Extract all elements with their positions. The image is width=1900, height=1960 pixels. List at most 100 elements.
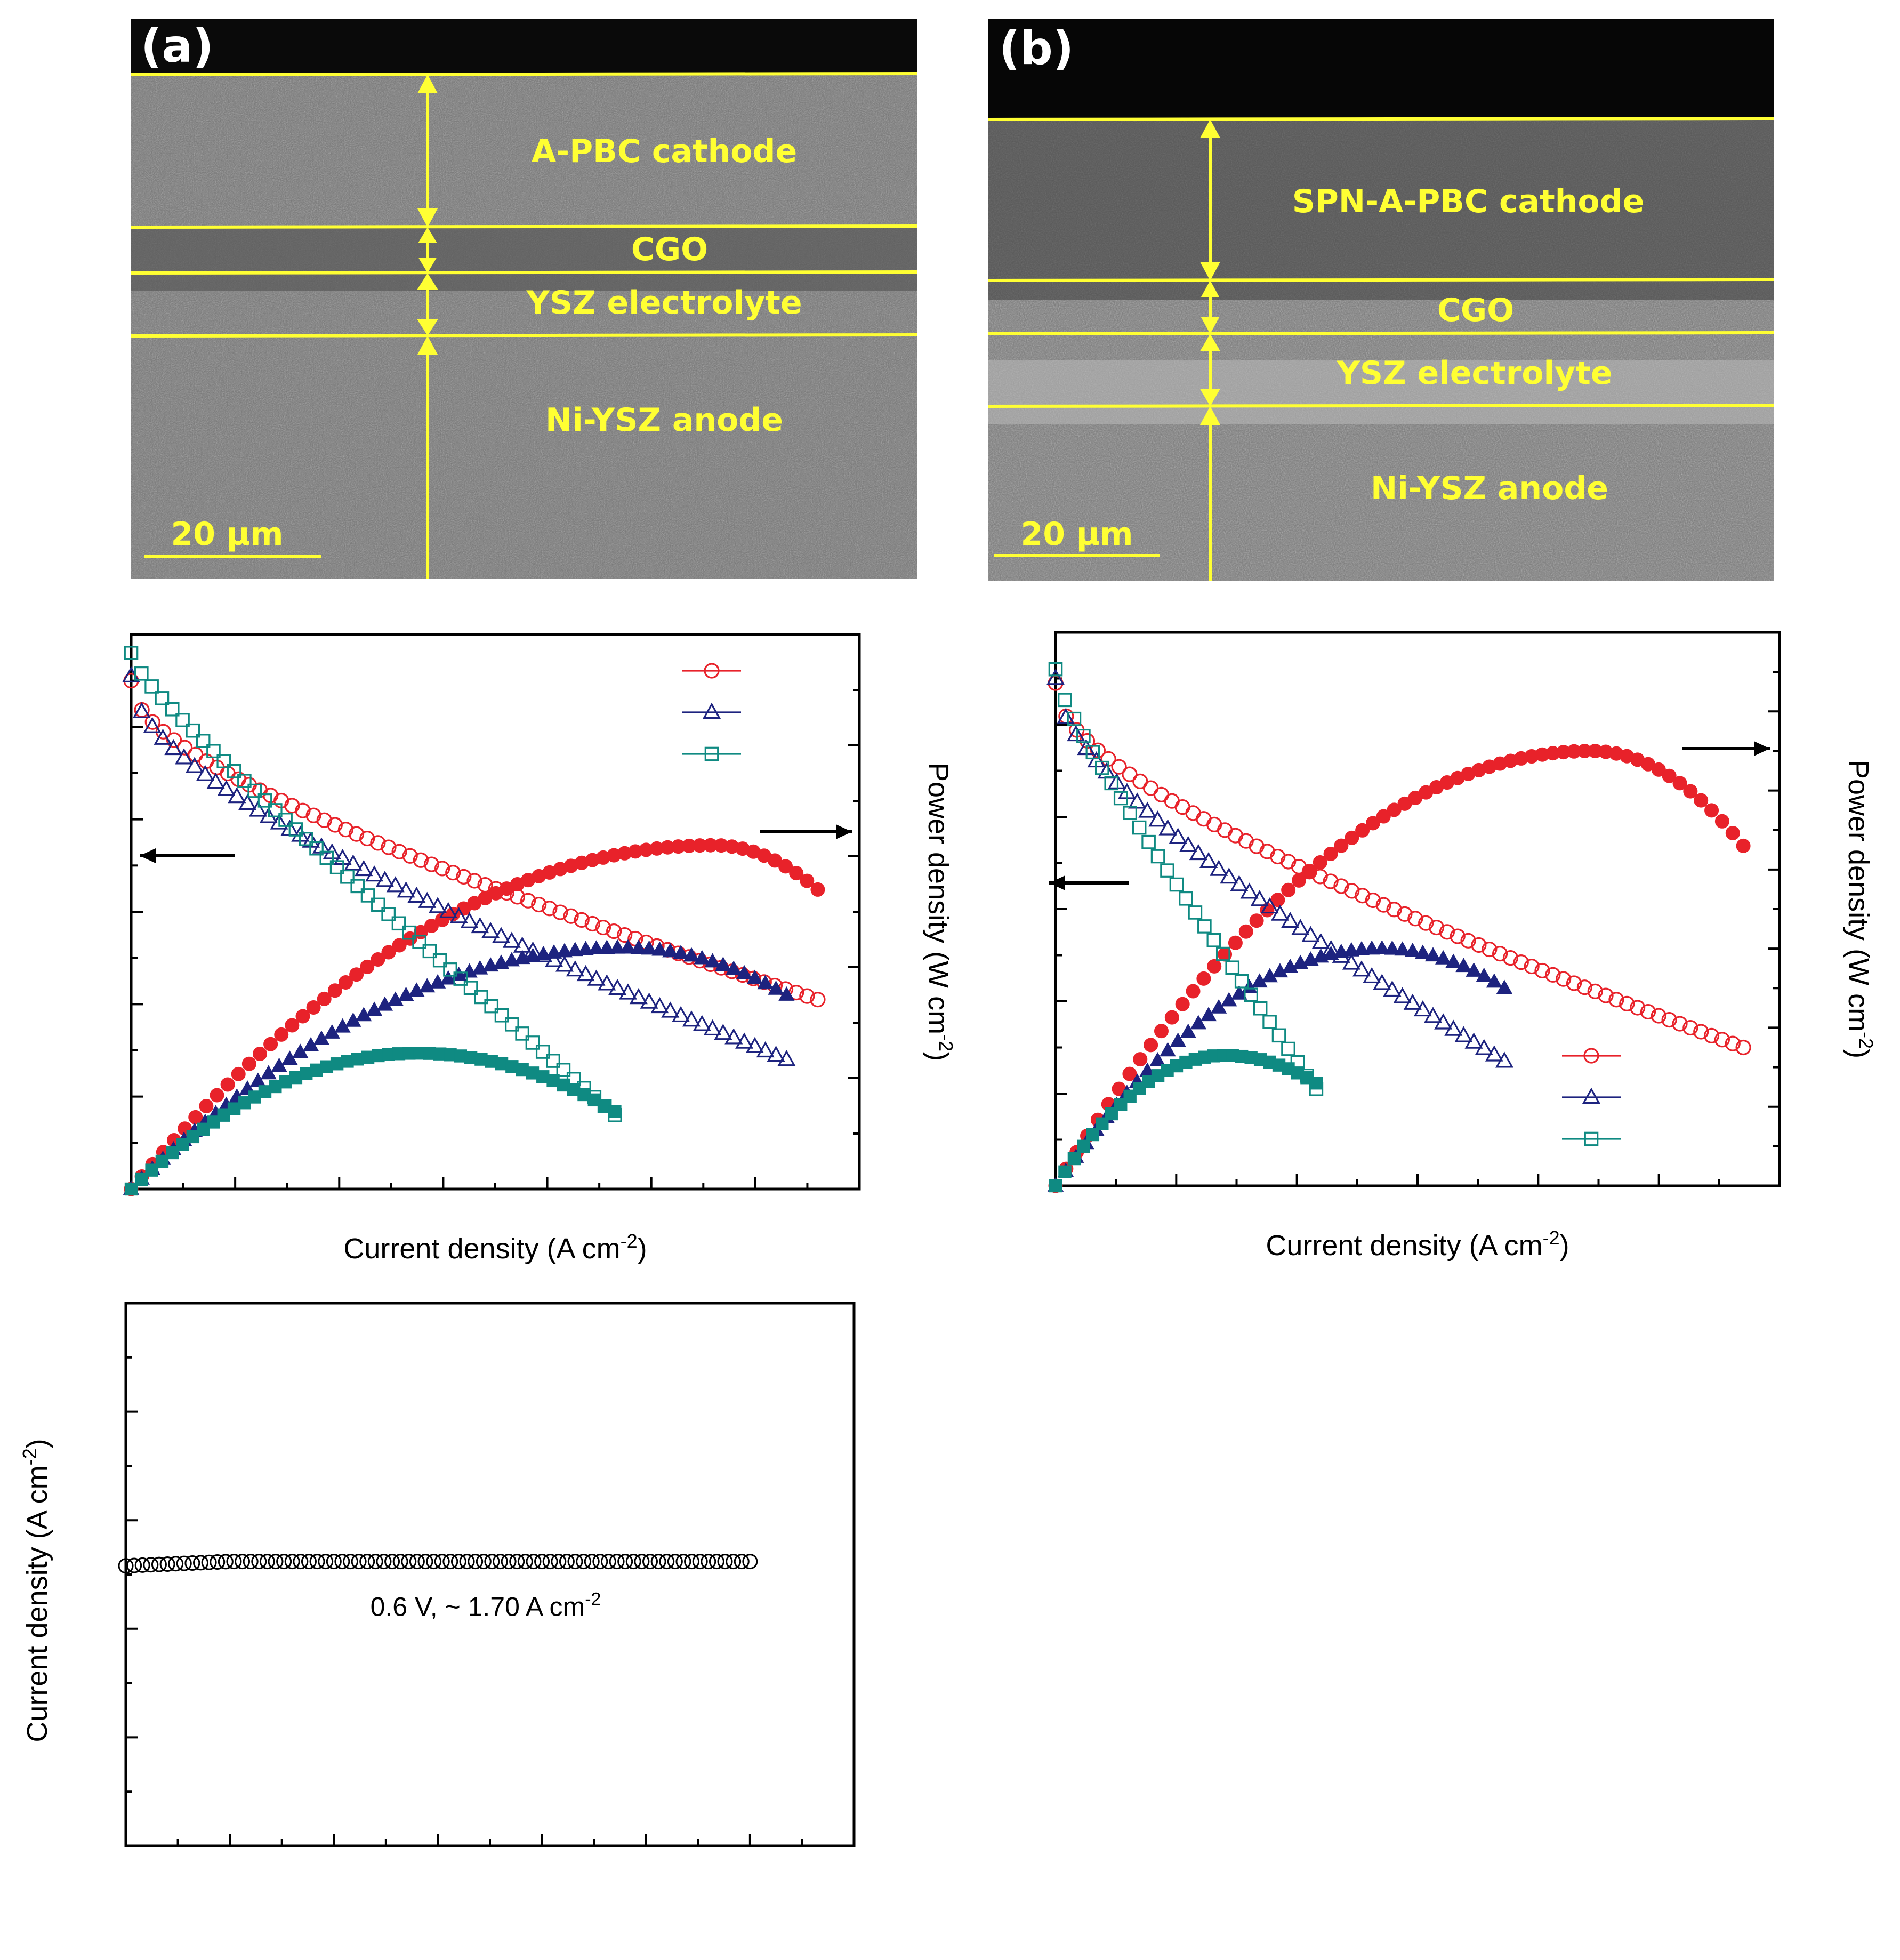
voltage-point (1475, 1039, 1493, 1055)
data-point (609, 1554, 625, 1570)
power-point (1190, 1015, 1207, 1030)
voltage-point (1598, 987, 1614, 1003)
voltage-point (1085, 745, 1100, 760)
voltage-point (370, 835, 386, 851)
power-point (1291, 873, 1306, 888)
power-point (1364, 940, 1380, 955)
data-point (210, 1554, 226, 1570)
voltage-point (640, 992, 658, 1009)
voltage-point (443, 962, 457, 977)
voltage-point (474, 990, 488, 1005)
power-point (176, 1138, 189, 1151)
power-point (1445, 953, 1462, 968)
power-point (1144, 1038, 1158, 1053)
voltage-point (587, 969, 606, 986)
voltage-point (1076, 728, 1091, 743)
voltage-point (542, 901, 558, 917)
data-point (426, 1554, 442, 1570)
chart-e: Current density (A cm-2) 0.6 V, ~ 1.70 A … (19, 1302, 856, 1847)
voltage-point (1545, 967, 1561, 983)
voltage-point (1682, 1019, 1698, 1036)
voltage-point (1262, 1015, 1277, 1029)
data-point (159, 1556, 175, 1572)
voltage-point (1270, 904, 1290, 921)
voltage-point (1113, 791, 1128, 806)
data-point (309, 1554, 325, 1570)
power-point (651, 941, 668, 956)
voltage-point (144, 679, 159, 694)
data-point (301, 1554, 317, 1570)
power-point (1651, 762, 1666, 777)
voltage-point (1471, 937, 1487, 953)
power-point (1466, 962, 1482, 977)
power-point (1394, 941, 1411, 956)
data-point (701, 1554, 716, 1570)
power-point (1058, 1165, 1072, 1178)
power-point (1077, 1139, 1090, 1153)
voltage-point (1714, 1032, 1730, 1048)
data-point (450, 1554, 466, 1570)
data-point (542, 1554, 558, 1570)
voltage-point (381, 839, 397, 855)
power-point (599, 939, 615, 954)
data-point (659, 1554, 675, 1570)
voltage-point (799, 988, 815, 1004)
sem-image-a: (a) A-PBC cathode CGO YSZ electrolyte Ni… (131, 19, 917, 579)
power-point (768, 980, 784, 995)
power-point (285, 1018, 300, 1033)
data-point (551, 1554, 567, 1570)
power-point (1486, 973, 1502, 988)
voltage-point (1158, 819, 1177, 836)
data-point (268, 1554, 284, 1570)
voltage-point (1244, 987, 1258, 1002)
data-point (151, 1556, 167, 1572)
data-point (359, 1554, 375, 1570)
voltage-point (1524, 958, 1540, 975)
voltage-point (1502, 950, 1519, 966)
power-point (1714, 814, 1729, 829)
power-point (1049, 1179, 1062, 1193)
sem-overlay-b: (b) SPN-A-PBC cathode CGO YSZ electrolyt… (988, 19, 1774, 581)
voltage-point (418, 891, 437, 908)
voltage-point (576, 965, 595, 982)
voltage-point (402, 848, 418, 864)
power-point (392, 938, 407, 953)
voltage-point (1495, 1051, 1513, 1068)
power-point (1376, 809, 1391, 824)
voltage-point (466, 873, 482, 889)
voltage-point (1735, 1039, 1751, 1056)
power-point (1164, 1010, 1179, 1025)
voltage-point (703, 1019, 722, 1036)
voltage-point (1725, 1035, 1741, 1051)
voltage-point (412, 935, 426, 949)
data-point (259, 1554, 275, 1570)
scale-bar-label: 20 µm (171, 516, 283, 553)
power-point (199, 1098, 214, 1113)
voltage-point (1095, 760, 1109, 775)
voltage-point (1067, 711, 1082, 726)
legend-marker (704, 746, 719, 761)
voltage-point (1534, 962, 1550, 979)
voltage-point (1492, 946, 1508, 962)
voltage-point (429, 897, 447, 913)
power-point (1067, 1152, 1081, 1166)
chart-d: Current density (A cm-2) Power density (W… (1046, 631, 1877, 1262)
power-point (338, 975, 353, 990)
voltage-point (566, 960, 584, 977)
voltage-point (1693, 1024, 1709, 1040)
power-point (567, 942, 583, 957)
power-point (1374, 940, 1390, 955)
data-point (484, 1554, 500, 1570)
voltage-point (1189, 844, 1207, 861)
power-point (1211, 999, 1227, 1014)
voltage-point (1485, 1045, 1503, 1062)
voltage-point (1260, 897, 1279, 914)
voltage-point (1148, 810, 1167, 827)
data-point (193, 1555, 209, 1571)
legend-marker (702, 702, 721, 719)
voltage-point (196, 734, 211, 748)
power-point (1238, 924, 1253, 939)
voltage-point (756, 1041, 775, 1058)
voltage-point (1418, 915, 1434, 931)
power-point (746, 969, 763, 984)
